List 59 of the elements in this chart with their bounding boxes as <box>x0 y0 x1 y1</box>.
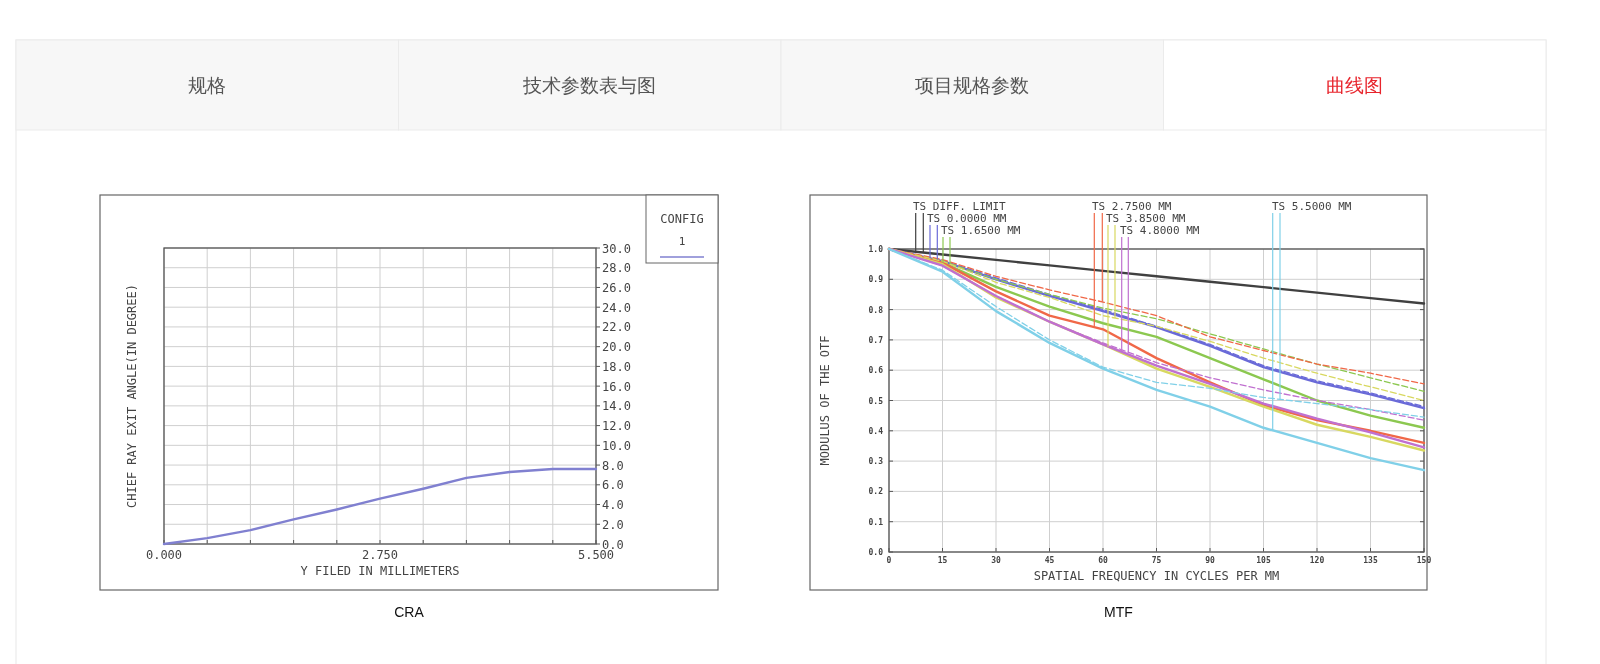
text: 技术参数表与图 <box>522 74 657 96</box>
y-tick-label: 0.3 <box>868 457 884 467</box>
y-tick-label: 8.0 <box>602 458 624 473</box>
text: 项目规格参数 <box>915 74 1030 96</box>
text: MTF <box>1104 604 1133 620</box>
x-tick-label: 2.750 <box>361 548 399 562</box>
x-tick-label: 90 <box>1205 556 1215 565</box>
y-axis-title: MODULUS OF THE OTF <box>818 335 832 466</box>
y-tick-label: 0.4 <box>868 426 884 436</box>
y-tick-label: 0.6 <box>868 366 884 376</box>
x-tick-label: 0 <box>886 556 892 565</box>
text: CRA <box>394 604 425 620</box>
y-tick-label: 1.0 <box>868 245 884 255</box>
text: TS 1.6500 MM <box>941 224 1021 237</box>
y-tick-label: 16.0 <box>602 379 631 394</box>
text: 1 <box>678 235 686 248</box>
x-tick-label: 120 <box>1309 556 1325 565</box>
y-tick-label: 18.0 <box>602 359 631 374</box>
x-tick-label: 30 <box>991 556 1001 565</box>
text: 曲线图 <box>1326 74 1384 96</box>
text: TS 3.8500 MM <box>1106 212 1186 225</box>
x-tick-label: 45 <box>1044 556 1055 565</box>
y-tick-label: 6.0 <box>602 478 624 493</box>
y-tick-label: 0.8 <box>868 305 884 315</box>
y-tick-label: 30.0 <box>602 241 631 256</box>
y-tick-label: 22.0 <box>602 320 631 335</box>
y-tick-label: 10.0 <box>602 438 631 453</box>
y-tick-label: 0.1 <box>868 517 884 527</box>
y-tick-label: 0.7 <box>868 335 884 345</box>
x-tick-label: 75 <box>1151 556 1162 565</box>
y-tick-label: 0.9 <box>868 275 884 285</box>
y-tick-label: 24.0 <box>602 300 631 315</box>
text: TS 2.7500 MM <box>1092 200 1172 213</box>
y-tick-label: 26.0 <box>602 281 631 296</box>
x-axis-title: SPATIAL FREQUENCY IN CYCLES PER MM <box>1033 569 1280 583</box>
y-tick-label: 28.0 <box>602 261 631 276</box>
y-tick-label: 14.0 <box>602 399 631 414</box>
y-tick-label: 0.2 <box>868 487 884 497</box>
x-tick-label: 135 <box>1363 556 1378 565</box>
y-tick-label: 0.0 <box>868 548 884 558</box>
text: TS 5.5000 MM <box>1272 200 1352 213</box>
x-tick-label: 5.500 <box>577 548 615 562</box>
y-axis-title: CHIEF RAY EXIT ANGLE(IN DEGREE) <box>125 284 139 508</box>
x-tick-label: 60 <box>1098 556 1108 565</box>
x-tick-label: 0.000 <box>145 548 183 562</box>
text: TS 4.8000 MM <box>1120 224 1200 237</box>
x-tick-label: 105 <box>1256 556 1271 565</box>
y-tick-label: 0.5 <box>868 396 884 406</box>
legend-title: CONFIG <box>660 212 704 226</box>
text: TS DIFF. LIMIT <box>913 200 1007 213</box>
x-tick-label: 15 <box>937 556 948 565</box>
y-tick-label: 12.0 <box>602 419 631 434</box>
text: 规格 <box>188 74 227 96</box>
x-axis-title: Y FILED IN MILLIMETERS <box>300 564 460 578</box>
y-tick-label: 4.0 <box>602 498 624 513</box>
x-tick-label: 150 <box>1416 556 1432 565</box>
text: TS 0.0000 MM <box>927 212 1007 225</box>
y-tick-label: 20.0 <box>602 340 631 355</box>
y-tick-label: 2.0 <box>602 517 624 532</box>
